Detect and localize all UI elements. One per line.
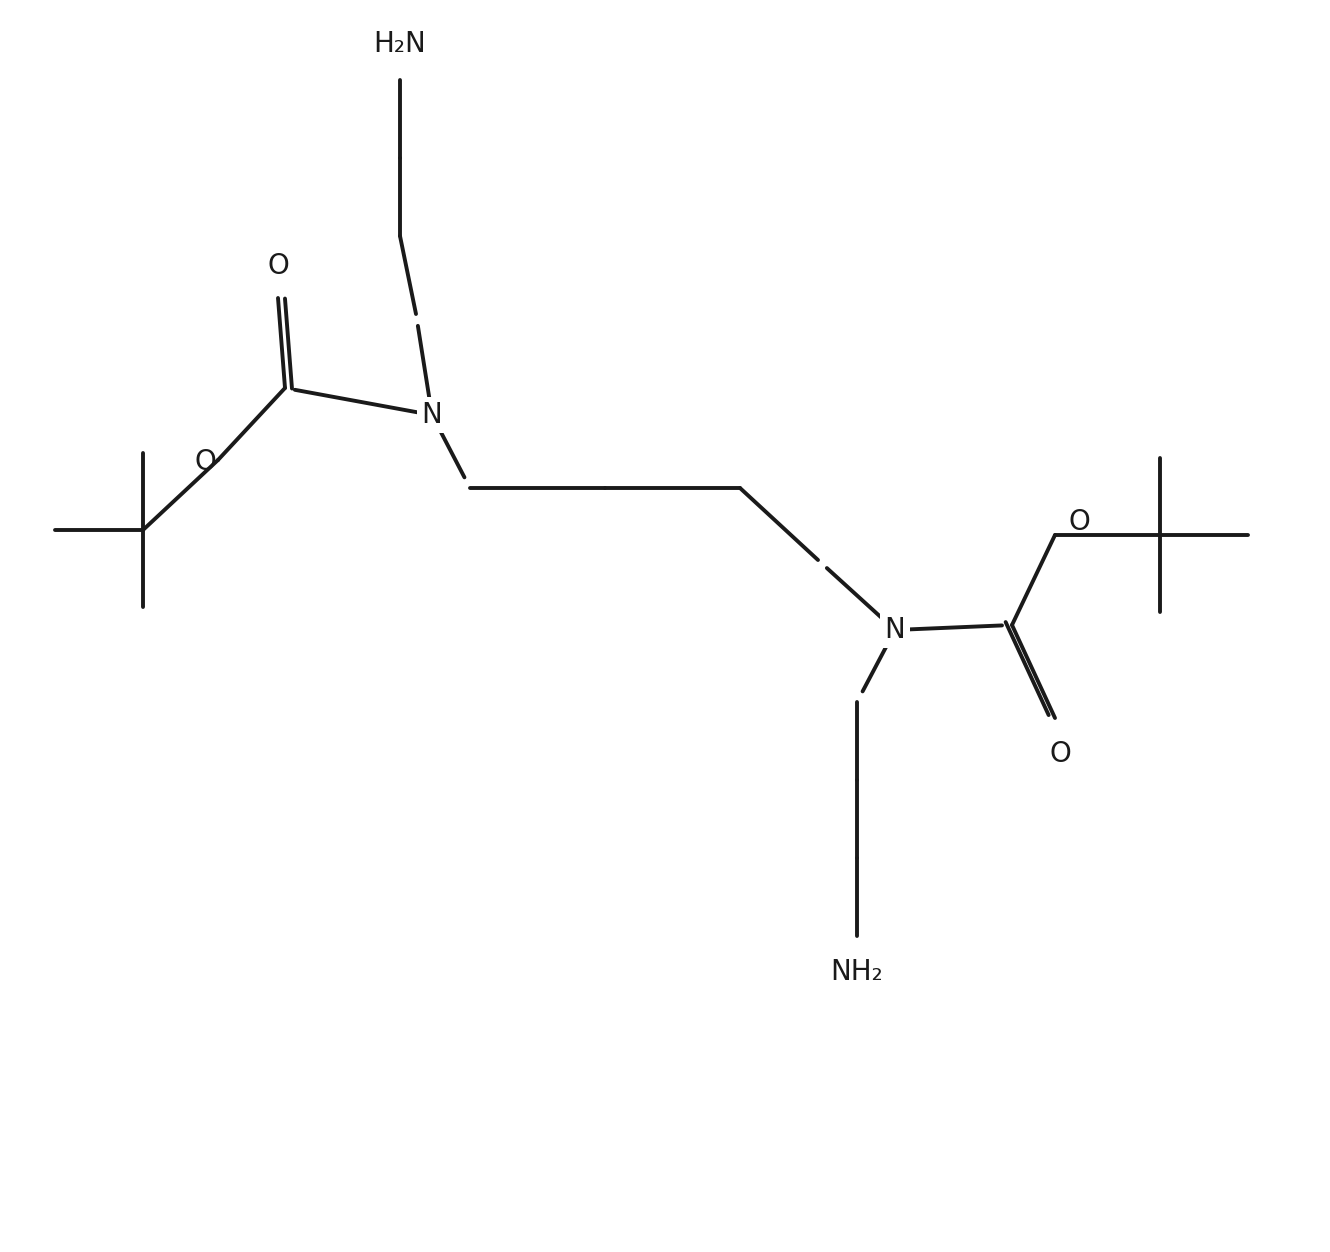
Text: N: N	[884, 616, 906, 644]
Text: O: O	[194, 448, 215, 476]
Text: N: N	[422, 401, 443, 429]
Text: O: O	[267, 252, 289, 280]
Text: NH₂: NH₂	[831, 958, 883, 987]
Text: H₂N: H₂N	[374, 30, 427, 58]
Text: O: O	[1049, 740, 1071, 767]
Text: O: O	[1068, 508, 1089, 536]
